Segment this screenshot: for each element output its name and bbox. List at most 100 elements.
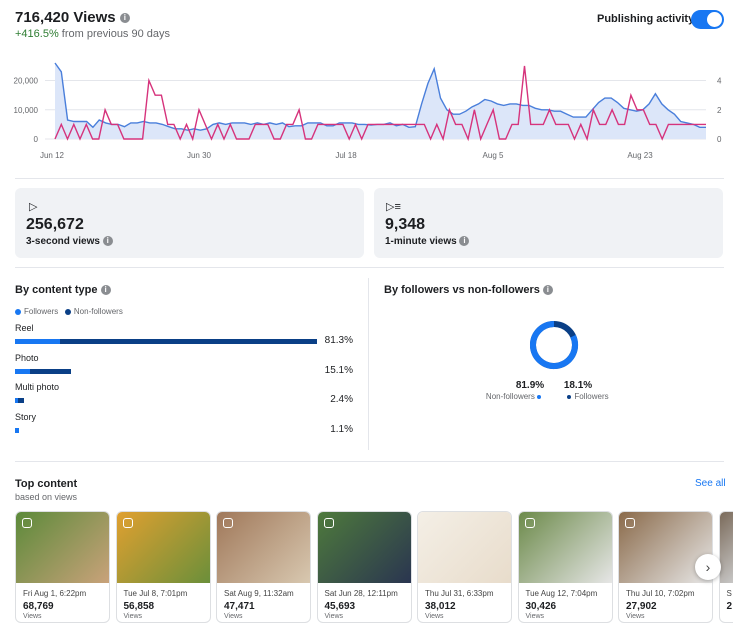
content-date: Sat Jun 28, 12:11pm — [324, 589, 398, 598]
followers-dot — [15, 308, 21, 315]
content-type-pct: 2.4% — [330, 394, 353, 405]
content-views-label: Views — [525, 613, 545, 620]
content-type-title: By content type i — [15, 284, 111, 296]
non-followers-bar — [29, 368, 72, 374]
content-type-pct: 81.3% — [324, 335, 353, 346]
content-views: 45,693 — [324, 601, 356, 612]
followers-donut — [530, 321, 578, 369]
content-thumbnail — [418, 512, 511, 583]
non-followers-slice — [530, 321, 578, 369]
divider — [15, 267, 724, 268]
followers-bar — [15, 339, 61, 344]
views-change: +416.5% from previous 90 days — [15, 28, 170, 40]
content-type-label: Multi photo — [15, 382, 60, 392]
content-date: Sat Aug 9, 11:32am — [224, 589, 294, 598]
top-content-title: Top content — [15, 478, 78, 490]
publishing-activity-toggle[interactable] — [691, 10, 724, 29]
play-list-icon: ▷≡ — [386, 201, 401, 213]
info-icon[interactable]: i — [102, 236, 113, 247]
see-all-link[interactable]: See all — [695, 478, 726, 489]
content-thumbnail — [116, 512, 210, 583]
content-thumbnail — [719, 512, 733, 583]
content-thumbnail — [16, 512, 109, 583]
content-date: Fri Aug 1, 6:22pm — [23, 589, 87, 598]
content-views: 56,858 — [123, 601, 155, 612]
followers-bar — [15, 368, 30, 374]
followers-label: Followers — [558, 392, 618, 401]
stat-label: 3-second views i — [26, 236, 113, 247]
content-views: 27,902 — [626, 601, 657, 612]
non-followers-dot — [537, 394, 542, 399]
non-followers-bar — [60, 339, 317, 344]
x-tick: Jul 18 — [335, 151, 357, 160]
content-date: S — [726, 589, 732, 598]
top-content-card[interactable]: Sat Aug 9, 11:32am 47,471 Views — [216, 511, 311, 623]
play-icon: ▷ — [29, 201, 38, 213]
views-area — [55, 63, 706, 139]
vertical-divider — [368, 278, 369, 450]
content-views-label: Views — [23, 613, 42, 620]
x-tick: Jun 30 — [187, 151, 212, 160]
content-type-legend: Followers Non-followers — [15, 307, 123, 316]
x-tick: Aug 23 — [627, 151, 653, 160]
content-thumbnail — [518, 512, 612, 583]
views-change-percent: +416.5% — [15, 28, 59, 40]
info-icon[interactable]: i — [542, 285, 553, 296]
followers-dot — [567, 394, 572, 399]
top-content-card[interactable]: Thu Jul 31, 6:33pm 38,012 Views — [417, 511, 512, 623]
y-left-tick: 0 — [34, 135, 39, 144]
content-views-label: Views — [123, 613, 143, 620]
views-title-text: 716,420 Views — [15, 9, 116, 26]
toggle-knob — [707, 12, 722, 27]
content-type-label: Photo — [15, 352, 39, 363]
stat-label: 1-minute views i — [385, 236, 470, 247]
followers-split-title: By followers vs non-followers i — [384, 284, 553, 296]
reel-icon — [323, 518, 334, 528]
non-followers-pct: 81.9% — [515, 380, 545, 391]
publishing-activity-label: Publishing activity — [597, 13, 695, 25]
top-content-subtitle: based on views — [15, 492, 78, 502]
stat-value: 9,348 — [385, 216, 426, 233]
divider — [15, 461, 724, 462]
content-type-pct: 1.1% — [330, 423, 353, 435]
content-type-label: Story — [15, 411, 37, 422]
stat-card-1m: ▷≡ 9,348 1-minute views i — [374, 188, 723, 258]
content-thumbnail — [317, 512, 411, 583]
info-icon[interactable]: i — [119, 13, 130, 24]
followers-bar — [15, 398, 18, 403]
info-icon[interactable]: i — [459, 236, 470, 247]
x-tick: Aug 5 — [483, 151, 504, 160]
x-tick: Jun 12 — [40, 151, 65, 160]
content-views: 47,471 — [224, 601, 255, 612]
content-views: 2 — [726, 601, 733, 612]
top-content-card[interactable]: Fri Aug 1, 6:22pm 68,769 Views — [15, 511, 110, 623]
chevron-right-icon: › — [705, 559, 711, 575]
y-right-tick: 0 — [717, 135, 722, 144]
y-right-tick: 4 — [717, 77, 722, 86]
top-content-card[interactable]: Tue Aug 12, 7:04pm 30,426 Views — [517, 511, 613, 623]
content-views-label: Views — [324, 613, 344, 620]
content-views-label: Views — [224, 613, 243, 620]
reel-icon — [22, 518, 32, 528]
reel-icon — [122, 518, 133, 528]
content-date: Thu Jul 10, 7:02pm — [626, 589, 695, 598]
followers-bar — [15, 427, 20, 433]
next-arrow-button[interactable]: › — [695, 554, 721, 580]
content-date: Tue Jul 8, 7:01pm — [123, 589, 188, 598]
publishing-series-line — [54, 65, 706, 142]
content-views: 38,012 — [425, 601, 456, 612]
content-type-label: Reel — [15, 323, 34, 333]
total-views-title: 716,420 Views i — [15, 9, 130, 26]
content-views: 30,426 — [525, 601, 557, 612]
content-views: 68,769 — [23, 601, 54, 612]
content-views-label: Views — [425, 613, 444, 620]
y-left-tick: 10,000 — [14, 106, 39, 115]
content-date: Tue Aug 12, 7:04pm — [525, 589, 598, 598]
info-icon[interactable]: i — [100, 285, 111, 296]
top-content-card[interactable]: Tue Jul 8, 7:01pm 56,858 Views — [115, 511, 211, 623]
content-type-pct: 15.1% — [324, 364, 353, 376]
reel-icon — [223, 518, 233, 528]
top-content-card[interactable]: Sat Jun 28, 12:11pm 45,693 Views — [316, 511, 412, 623]
